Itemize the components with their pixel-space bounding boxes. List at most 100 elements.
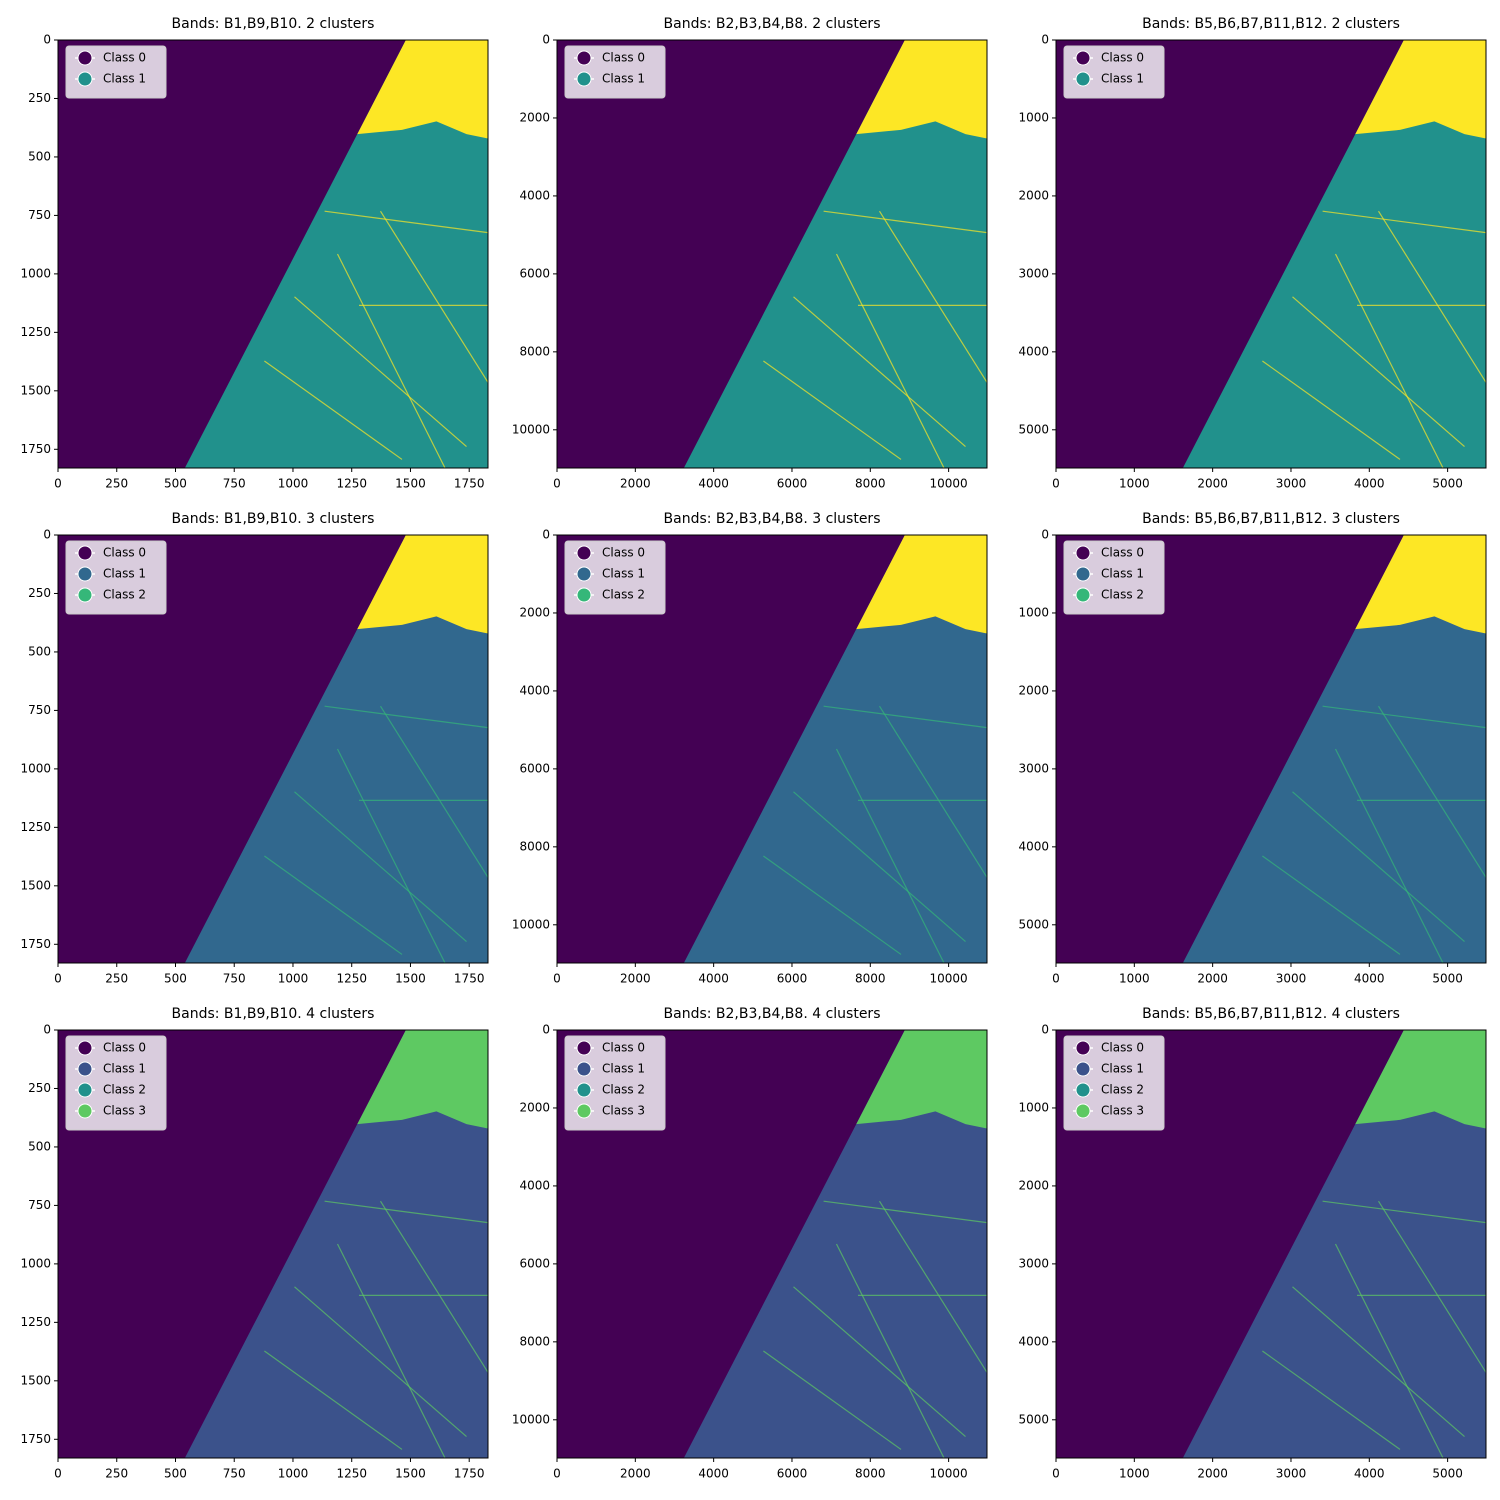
image-vein bbox=[336, 1243, 446, 1459]
x-tick-label: 4000 bbox=[698, 972, 729, 986]
image-vein bbox=[793, 1286, 966, 1438]
y-tick-label: 4000 bbox=[1018, 839, 1049, 853]
x-tick-label: 250 bbox=[105, 972, 128, 986]
y-tick-label: 1750 bbox=[20, 937, 51, 951]
x-tick-label: 0 bbox=[54, 972, 62, 986]
y-tick-label: 1250 bbox=[20, 1315, 51, 1329]
image-vein bbox=[835, 748, 945, 964]
axes-frame bbox=[57, 1029, 489, 1459]
y-tick-label: 6000 bbox=[519, 1256, 550, 1270]
y-tick-label: 0 bbox=[542, 33, 550, 47]
x-tick-label: 0 bbox=[1052, 477, 1060, 491]
image-vein bbox=[294, 791, 467, 943]
x-tick-label: 0 bbox=[54, 477, 62, 491]
y-tick-label: 0 bbox=[1041, 528, 1049, 542]
legend-label: Class 0 bbox=[103, 51, 146, 65]
legend-label: Class 1 bbox=[103, 567, 146, 581]
image-vein bbox=[1292, 296, 1465, 448]
image-vein bbox=[1322, 705, 1487, 729]
legend-marker bbox=[1075, 1082, 1091, 1098]
legend-marker bbox=[1075, 71, 1091, 87]
y-tick-label: 6000 bbox=[519, 761, 550, 775]
image-vein bbox=[1377, 210, 1487, 383]
image-vein bbox=[835, 1243, 945, 1459]
legend-marker bbox=[576, 1061, 592, 1077]
legend-marker bbox=[77, 566, 93, 582]
x-tick-label: 5000 bbox=[1432, 1467, 1463, 1481]
x-tick-label: 10000 bbox=[930, 1467, 968, 1481]
image-vein bbox=[324, 1200, 489, 1224]
y-tick-label: 0 bbox=[43, 1023, 51, 1037]
legend-label: Class 0 bbox=[602, 1041, 645, 1055]
axes-frame bbox=[57, 39, 489, 469]
legend-marker bbox=[1075, 1103, 1091, 1119]
x-tick-label: 0 bbox=[1052, 972, 1060, 986]
x-tick-label: 3000 bbox=[1276, 1467, 1307, 1481]
y-tick-label: 250 bbox=[28, 91, 51, 105]
legend-marker bbox=[1075, 545, 1091, 561]
image-swath bbox=[184, 1030, 488, 1458]
x-tick-label: 0 bbox=[553, 1467, 561, 1481]
y-tick-label: 2000 bbox=[1018, 683, 1049, 697]
image-top-region bbox=[856, 535, 987, 634]
legend-marker bbox=[1075, 50, 1091, 66]
y-tick-label: 1750 bbox=[20, 1432, 51, 1446]
y-tick-label: 1000 bbox=[20, 1256, 51, 1270]
legend-marker bbox=[576, 1082, 592, 1098]
axes-frame bbox=[1055, 534, 1487, 964]
image-top-region bbox=[1355, 535, 1486, 634]
axes-frame bbox=[556, 39, 988, 469]
image-swath bbox=[1182, 40, 1486, 468]
chart-title: Bands: B1,B9,B10. 3 clusters bbox=[172, 511, 375, 527]
legend-marker bbox=[77, 1103, 93, 1119]
chart-title: Bands: B1,B9,B10. 4 clusters bbox=[172, 1006, 375, 1022]
chart-title: Bands: B1,B9,B10. 2 clusters bbox=[172, 16, 375, 32]
y-tick-label: 1000 bbox=[1018, 110, 1049, 124]
image-vein bbox=[1262, 855, 1401, 955]
image-vein bbox=[763, 1350, 902, 1450]
y-tick-label: 1250 bbox=[20, 820, 51, 834]
legend-marker bbox=[1075, 1040, 1091, 1056]
x-tick-label: 4000 bbox=[1354, 972, 1385, 986]
legend-label: Class 0 bbox=[1101, 51, 1144, 65]
y-tick-label: 500 bbox=[28, 644, 51, 658]
y-tick-label: 500 bbox=[28, 1139, 51, 1153]
legend-marker bbox=[576, 545, 592, 561]
chart-title: Bands: B5,B6,B7,B11,B12. 3 clusters bbox=[1142, 511, 1400, 527]
y-tick-label: 0 bbox=[43, 33, 51, 47]
legend-label: Class 0 bbox=[103, 1041, 146, 1055]
image-vein bbox=[1322, 1200, 1487, 1224]
x-tick-label: 2000 bbox=[620, 1467, 651, 1481]
x-tick-label: 5000 bbox=[1432, 972, 1463, 986]
image-vein bbox=[1377, 1200, 1487, 1373]
image-top-region bbox=[357, 1030, 488, 1129]
legend-label: Class 1 bbox=[1101, 567, 1144, 581]
y-tick-label: 1000 bbox=[1018, 605, 1049, 619]
x-tick-label: 6000 bbox=[777, 1467, 808, 1481]
axes-frame bbox=[1055, 1029, 1487, 1459]
legend-label: Class 1 bbox=[1101, 72, 1144, 86]
legend-label: Class 2 bbox=[602, 1083, 645, 1097]
y-tick-label: 1000 bbox=[20, 761, 51, 775]
y-tick-label: 6000 bbox=[519, 266, 550, 280]
legend-marker bbox=[77, 587, 93, 603]
image-vein bbox=[1292, 791, 1465, 943]
legend-marker bbox=[77, 50, 93, 66]
image-vein bbox=[1334, 253, 1444, 469]
image-vein bbox=[878, 1200, 988, 1373]
x-tick-label: 1000 bbox=[1119, 972, 1150, 986]
x-tick-label: 250 bbox=[105, 477, 128, 491]
image-top-region bbox=[357, 40, 488, 139]
legend-marker bbox=[1075, 587, 1091, 603]
y-tick-label: 2000 bbox=[519, 110, 550, 124]
legend-label: Class 3 bbox=[103, 1104, 146, 1118]
x-tick-label: 10000 bbox=[930, 477, 968, 491]
image-vein bbox=[793, 296, 966, 448]
image-vein bbox=[793, 791, 966, 943]
chart-title: Bands: B2,B3,B4,B8. 3 clusters bbox=[664, 511, 881, 527]
image-vein bbox=[823, 705, 988, 729]
y-tick-label: 750 bbox=[28, 208, 51, 222]
x-tick-label: 1000 bbox=[278, 972, 309, 986]
y-tick-label: 4000 bbox=[1018, 1334, 1049, 1348]
image-vein bbox=[324, 210, 489, 234]
